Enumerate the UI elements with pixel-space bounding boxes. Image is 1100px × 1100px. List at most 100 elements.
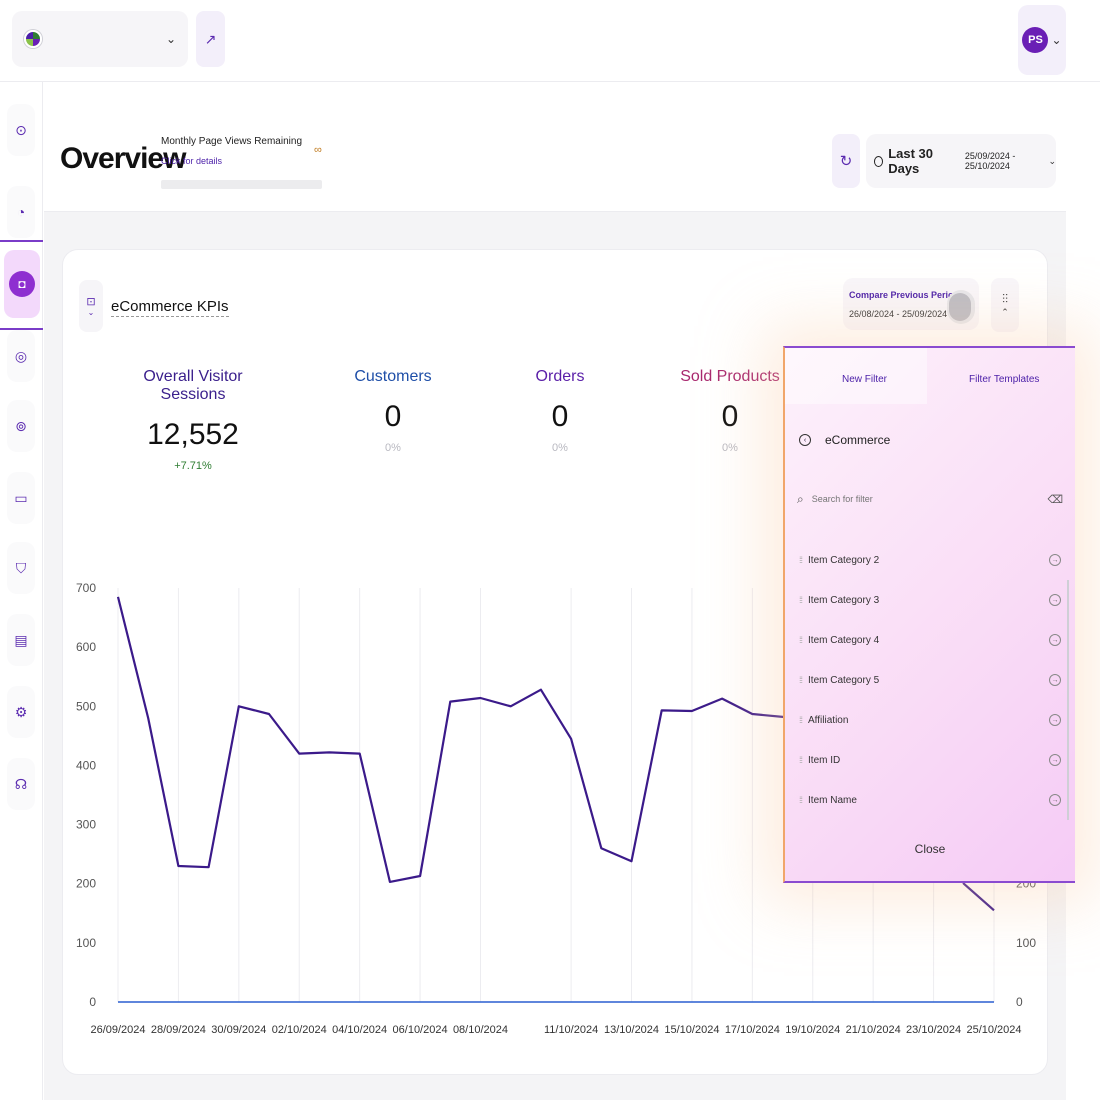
search-icon: ⌕ (797, 491, 804, 506)
sidebar-item-dashboard[interactable]: ◔ (7, 186, 35, 238)
sidebar-item-consent[interactable]: ⛉ (7, 542, 35, 594)
filter-item[interactable]: ⁞⁞ Item Category 3 → (799, 590, 1061, 610)
y-tick-label: 0 (89, 995, 96, 1009)
filter-item[interactable]: ⁞⁞ Item Category 2 → (799, 550, 1061, 570)
refresh-button[interactable]: ↻ (832, 134, 860, 188)
filter-item-label: Item Category 5 (808, 674, 880, 686)
filter-settings-button[interactable]: ⫶⫶ ⌃ (991, 278, 1019, 332)
metric-label: Overall Visitor Sessions (143, 368, 243, 403)
x-tick-label: 23/10/2024 (906, 1024, 961, 1036)
x-tick-label: 04/10/2024 (332, 1024, 387, 1036)
metric-1: Customers 0 0% (313, 368, 473, 454)
arrow-right-icon: ⊙ (15, 121, 27, 138)
page-views-value: ∞ (314, 144, 322, 156)
site-selector[interactable]: ⌄ (12, 11, 188, 67)
eraser-icon[interactable]: ⌫ (1047, 493, 1063, 506)
filter-list-scrollbar[interactable] (1067, 580, 1069, 820)
x-tick-label: 28/09/2024 (151, 1024, 206, 1036)
gear-icon: ⚙ (14, 703, 28, 720)
range-dates: 25/09/2024 - 25/10/2024 (964, 151, 1016, 171)
metric-3: Sold Products 0 0% (650, 368, 810, 454)
top-bar: ⌄ ↗ PS ⌄ (0, 0, 1100, 82)
y-tick-label: 700 (76, 581, 96, 595)
chat-icon: ▭ (14, 489, 28, 506)
active-divider (0, 240, 43, 242)
drag-handle-icon[interactable]: ⁞⁞ (799, 715, 803, 725)
arrow-right-icon: → (1049, 754, 1061, 766)
metric-value: 0 (551, 400, 569, 433)
metric-2: Orders 0 0% (480, 368, 640, 454)
tab-filter-templates[interactable]: Filter Templates (969, 374, 1040, 385)
kpi-selector-button[interactable]: ⊡ ⌄ (79, 280, 103, 332)
sidebar-item-ecommerce[interactable]: ◘ (4, 250, 40, 318)
page-views-label: Monthly Page Views Remaining (161, 136, 303, 147)
metric-delta: 0% (722, 442, 738, 454)
drag-handle-icon[interactable]: ⁞⁞ (799, 675, 803, 685)
compare-toggle[interactable] (947, 290, 975, 324)
metric-label: Customers (354, 368, 432, 385)
pie-chart-icon: ◔ (16, 204, 26, 220)
filter-category[interactable]: ‹ eCommerce (785, 416, 1075, 464)
filter-item-label: Item Category 2 (808, 554, 880, 566)
filter-item[interactable]: ⁞⁞ Item Category 4 → (799, 630, 1061, 650)
filter-item[interactable]: ⁞⁞ Affiliation → (799, 710, 1061, 730)
refresh-icon: ↻ (839, 153, 853, 170)
filter-item-label: Item Category 4 (808, 634, 880, 646)
sidebar-item-tools[interactable]: ▤ (7, 614, 35, 666)
drag-handle-icon[interactable]: ⁞⁞ (799, 635, 803, 645)
target-icon: ⊚ (15, 417, 27, 434)
metric-delta: 0% (385, 442, 401, 454)
filter-item[interactable]: ⁞⁞ Item ID → (799, 750, 1061, 770)
metric-label: Sold Products (680, 368, 780, 385)
arrow-right-icon: → (1049, 714, 1061, 726)
y-tick-label: 200 (76, 877, 96, 891)
filter-item[interactable]: ⁞⁞ Item Name → (799, 790, 1061, 810)
x-tick-label: 19/10/2024 (785, 1024, 840, 1036)
close-button[interactable]: Close (914, 842, 946, 856)
y-tick-label: 300 (76, 818, 96, 832)
chevron-down-icon: ⌄ (1051, 33, 1062, 47)
sidebar-item-settings[interactable]: ⚙ (7, 686, 35, 738)
metric-label: Orders (535, 368, 585, 385)
search-input[interactable] (811, 494, 1040, 504)
chevron-down-icon: ⌄ (1048, 155, 1056, 166)
drag-handle-icon[interactable]: ⁞⁞ (799, 595, 803, 605)
sliders-icon: ⫶⫶ (1001, 292, 1008, 307)
chevron-down-icon: ⌄ (87, 308, 95, 317)
drag-handle-icon[interactable]: ⁞⁞ (799, 555, 803, 565)
sidebar-item-support[interactable]: ☊ (7, 758, 35, 810)
y-tick-label: 100 (76, 936, 96, 950)
sidebar-item-acquisition[interactable]: ◎ (7, 330, 35, 382)
arrow-right-icon: → (1049, 674, 1061, 686)
page-views-details-link[interactable]: Click for details (161, 156, 223, 166)
filter-search: ⌕ ⌫ (785, 478, 1075, 520)
filter-item[interactable]: ⁞⁞ Item Category 5 → (799, 670, 1061, 690)
x-tick-label: 30/09/2024 (211, 1024, 266, 1036)
shield-icon: ⛉ (15, 559, 27, 576)
x-tick-label: 02/10/2024 (272, 1024, 327, 1036)
y-tick-label: 600 (76, 640, 96, 654)
drag-handle-icon[interactable]: ⁞⁞ (799, 795, 803, 805)
date-range-picker[interactable]: Last 30 Days 25/09/2024 - 25/10/2024 ⌄ (866, 134, 1056, 188)
active-divider (0, 328, 43, 330)
tab-new-filter[interactable]: New Filter (842, 374, 888, 385)
metric-0: Overall Visitor Sessions 12,552 +7.71% (113, 368, 273, 472)
drag-handle-icon[interactable]: ⁞⁞ (799, 755, 803, 765)
spiral-icon: ◎ (14, 347, 28, 364)
metric-value: 12,552 (147, 418, 239, 451)
sidebar-item-tracking[interactable]: ⊚ (7, 400, 35, 452)
sidebar-item-expand[interactable]: ⊙ (7, 104, 35, 156)
user-menu[interactable]: PS ⌄ (1018, 5, 1066, 75)
x-tick-label: 15/10/2024 (664, 1024, 719, 1036)
x-tick-label: 13/10/2024 (604, 1024, 659, 1036)
tab-new-filter-bg (785, 348, 927, 404)
metric-value: 0 (721, 400, 739, 433)
sidebar-item-messages[interactable]: ▭ (7, 472, 35, 524)
arrow-right-icon: → (1049, 594, 1061, 606)
metric-value: 0 (384, 400, 402, 433)
page-header: Overview Monthly Page Views Remaining Cl… (44, 82, 1066, 212)
open-external-button[interactable]: ↗ (196, 11, 225, 67)
shopping-bag-icon: ◘ (9, 271, 35, 297)
x-tick-label: 08/10/2024 (453, 1024, 508, 1036)
card-title[interactable]: eCommerce KPIs (111, 298, 229, 317)
